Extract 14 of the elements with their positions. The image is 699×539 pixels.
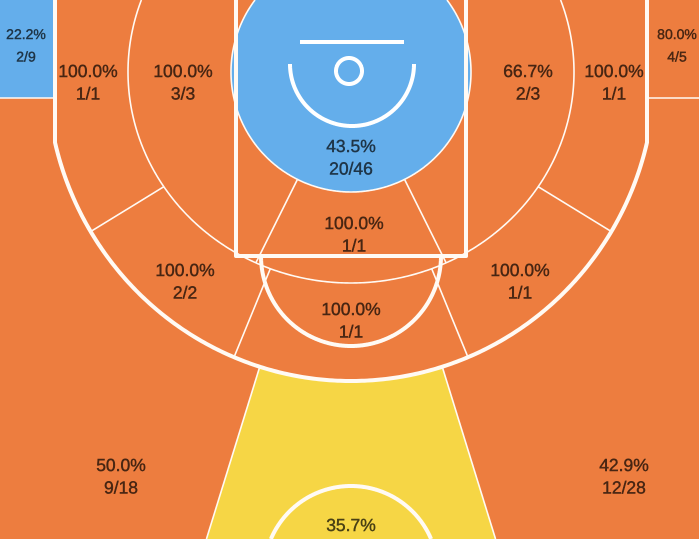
- data-label: 100.0% 3/3: [153, 61, 213, 104]
- data-label: 100.0% 1/1: [324, 213, 384, 256]
- data-label: 50.0% 9/18: [96, 455, 146, 498]
- data-label: 80.0% 4/5: [657, 26, 697, 64]
- data-label: 100.0% 1/1: [584, 61, 644, 104]
- data-label: 66.7% 2/3: [503, 61, 553, 104]
- data-label: 100.0% 1/1: [321, 299, 381, 342]
- data-label: 43.5% 20/46: [326, 136, 376, 178]
- data-label: 100.0% 1/1: [490, 260, 550, 302]
- data-label: 35.7%: [326, 515, 376, 535]
- data-label: 100.0% 1/1: [58, 61, 118, 104]
- data-label: 22.2% 2/9: [6, 26, 46, 64]
- data-label: 100.0% 2/2: [155, 260, 215, 302]
- data-label: 42.9% 12/28: [599, 455, 649, 498]
